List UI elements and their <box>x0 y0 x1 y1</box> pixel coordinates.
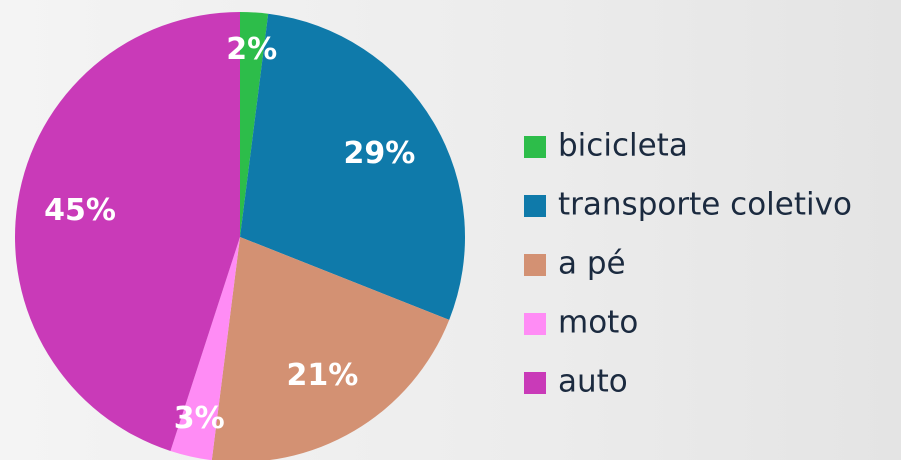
data-label: 45% <box>44 193 116 228</box>
legend-label: auto <box>558 364 628 400</box>
data-label: 29% <box>344 136 416 171</box>
pie-slice <box>15 11 241 451</box>
legend-swatch <box>524 254 546 276</box>
pie-slice <box>170 237 240 460</box>
legend-swatch <box>524 372 546 394</box>
legend-swatch <box>524 195 546 217</box>
pie-slice <box>240 12 269 237</box>
legend-label: moto <box>558 305 638 341</box>
pie-slice <box>211 237 450 460</box>
data-label: 2% <box>226 32 277 67</box>
data-label: 3% <box>174 401 225 436</box>
legend-label: a pé <box>558 246 626 282</box>
data-label: 21% <box>287 358 359 393</box>
legend-swatch <box>524 313 546 335</box>
legend-label: bicicleta <box>558 128 688 164</box>
pie-slice <box>240 13 466 320</box>
legend-swatch <box>524 136 546 158</box>
legend-label: transporte coletivo <box>558 187 852 223</box>
